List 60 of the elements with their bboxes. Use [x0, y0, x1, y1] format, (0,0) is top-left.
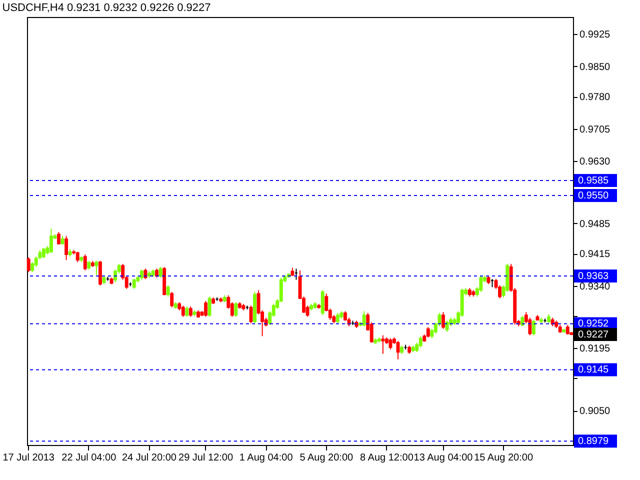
ref-line-label: 0.8979 — [578, 436, 610, 448]
candlestick — [57, 232, 60, 246]
y-tick-label: 0.9850 — [580, 62, 611, 73]
x-tick-label: 29 Jul 12:00 — [178, 452, 234, 464]
candlestick — [396, 340, 400, 360]
x-tick-label: 24 Jul 20:00 — [122, 452, 177, 464]
ref-line-label: 0.9585 — [578, 175, 610, 186]
candlestick — [132, 278, 136, 290]
candlestick — [388, 338, 392, 350]
y-tick-label: 0.9705 — [580, 124, 611, 136]
candlestick — [158, 266, 162, 278]
candlestick — [181, 305, 185, 318]
y-tick-label: 0.9780 — [580, 92, 611, 104]
candlestick — [170, 291, 174, 308]
candlestick — [362, 310, 366, 327]
chart-title: USDCHF,H4 0.9231 0.9232 0.9226 0.9227 — [2, 2, 211, 14]
y-tick-label: 0.9415 — [580, 249, 611, 260]
candlestick — [566, 324, 570, 335]
candlestick — [64, 235, 68, 261]
candlestick — [49, 228, 53, 254]
candlestick — [94, 260, 98, 276]
candlestick — [208, 296, 212, 318]
candlestick — [98, 260, 102, 286]
candlestick — [26, 256, 30, 273]
candlestick — [479, 275, 483, 292]
candlestick — [320, 290, 324, 316]
ref-line-label: 0.9145 — [578, 364, 610, 376]
x-tick-label: 5 Aug 20:00 — [300, 452, 354, 464]
x-tick-label: 1 Aug 04:00 — [239, 452, 294, 464]
x-tick-label: 15 Aug 20:00 — [474, 452, 534, 464]
candlestick — [188, 306, 192, 318]
candlestick — [426, 326, 430, 338]
candlestick — [204, 300, 208, 318]
candlestick — [42, 247, 46, 259]
y-tick-label: 0.9925 — [580, 30, 611, 41]
candlestick — [155, 268, 158, 278]
candlestick — [234, 302, 238, 318]
y-tick-label: 0.9485 — [580, 218, 611, 230]
candlestick — [442, 312, 445, 330]
y-tick-label: 0.9340 — [580, 281, 611, 292]
candlestick — [336, 312, 340, 324]
candlestick — [381, 334, 385, 354]
y-tick-label: 0.9050 — [580, 406, 611, 418]
candlestick — [418, 336, 422, 348]
candlestick — [547, 314, 551, 324]
ref-line-label: 0.9363 — [578, 270, 610, 282]
candlestick — [166, 284, 170, 298]
y-tick-label: 0.9630 — [580, 156, 611, 168]
ref-line-label: 0.9550 — [578, 190, 610, 202]
candlestick — [140, 269, 144, 280]
y-tick-label: 0.9195 — [580, 344, 611, 355]
x-tick-label: 22 Jul 04:00 — [62, 452, 117, 464]
x-tick-label: 13 Aug 04:00 — [414, 452, 474, 464]
candlestick — [83, 254, 87, 271]
candlestick — [185, 306, 189, 318]
text: 0.9227 — [578, 329, 610, 340]
ref-line-label: 0.9252 — [578, 318, 610, 330]
candlestick — [532, 319, 536, 336]
x-tick-label: 8 Aug 12:00 — [360, 452, 414, 464]
x-tick-label: 17 Jul 2013 — [2, 452, 55, 464]
